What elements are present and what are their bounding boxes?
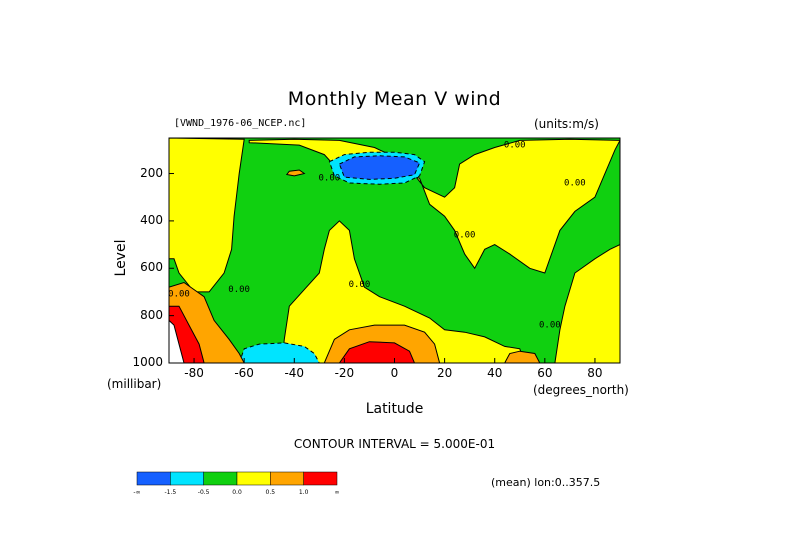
y-tick-label-0: 200	[140, 165, 163, 180]
colorbar-swatch-4	[270, 471, 304, 486]
colorbar-swatch-5	[303, 471, 338, 486]
y-tick-label-3: 800	[140, 307, 163, 322]
contour-interval-label: CONTOUR INTERVAL = 5.000E-01	[293, 437, 496, 451]
x-tick-label-0: -80	[184, 366, 204, 380]
axis-tick-layer	[169, 173, 596, 364]
colorbar-label-0: -∞	[133, 489, 141, 496]
contour-region-white-missing	[169, 319, 185, 363]
colorbar	[136, 471, 338, 486]
colorbar-label-6: ∞	[334, 489, 340, 496]
contour-region-yellow-south-pole	[169, 138, 245, 293]
contour-region-red-equator	[338, 341, 416, 363]
x-tick-label-6: 40	[487, 366, 503, 380]
x-axis-unit: (degrees_north)	[533, 383, 629, 397]
colorbar-label-4: 0.5	[265, 489, 276, 496]
contour-region-yellow-northern-strip	[554, 244, 620, 363]
x-axis-label: Latitude	[365, 401, 424, 417]
y-tick-label-2: 600	[140, 260, 163, 275]
units-label: (units:m/s)	[534, 117, 599, 131]
contour-fill-layer	[169, 138, 620, 363]
x-tick-label-7: 60	[537, 366, 553, 380]
x-tick-label-2: -40	[284, 366, 305, 380]
dataset-label: [VWND_1976-06_NCEP.nc]	[174, 118, 307, 129]
chart-title: Monthly Mean V wind	[287, 88, 502, 110]
colorbar-swatch-3	[236, 471, 271, 486]
colorbar-swatch-0	[136, 471, 171, 486]
colorbar-swatch-2	[203, 471, 238, 486]
contour-label-4: 0.00	[168, 290, 190, 300]
contour-label-5: 0.00	[228, 285, 250, 295]
contour-label-1: 0.00	[454, 230, 476, 240]
y-tick-label-1: 400	[140, 212, 163, 227]
x-tick-label-3: -20	[334, 366, 355, 380]
mean-longitude-label: (mean) lon:0..357.5	[491, 476, 601, 489]
contour-region-blue-southern-surface	[238, 342, 320, 363]
contour-label-6: 0.00	[349, 280, 371, 290]
x-tick-label-5: 20	[436, 366, 453, 380]
contour-label-2: 0.00	[504, 140, 526, 150]
contour-label-3: 0.00	[564, 178, 586, 188]
x-tick-label-1: -60	[234, 366, 254, 380]
contour-region-orange-northern-surface	[504, 350, 541, 363]
colorbar-label-3: 0.0	[232, 489, 242, 496]
y-axis-unit: (millibar)	[107, 377, 162, 391]
contour-label-7: 0.00	[539, 320, 561, 330]
contour-region-yellow-southern-band	[281, 220, 526, 363]
x-tick-label-8: 80	[587, 366, 603, 380]
colorbar-label-2: -0.5	[197, 489, 210, 496]
contour-label-layer: 0.00 0.00 0.00 0.00 0.00 0.00 0.00 0.00	[168, 140, 586, 330]
y-tick-label-4: 1000	[132, 355, 163, 369]
colorbar-swatch-1	[170, 471, 204, 486]
contour-region-orange-small-blob	[285, 169, 306, 177]
colorbar-label-5: 1.0	[298, 489, 309, 496]
contour-label-0: 0.00	[319, 174, 341, 184]
colorbar-label-1: -1.5	[164, 489, 177, 496]
contour-region-blue-jet-core	[338, 155, 421, 180]
x-tick-label-4: 0	[390, 366, 399, 380]
